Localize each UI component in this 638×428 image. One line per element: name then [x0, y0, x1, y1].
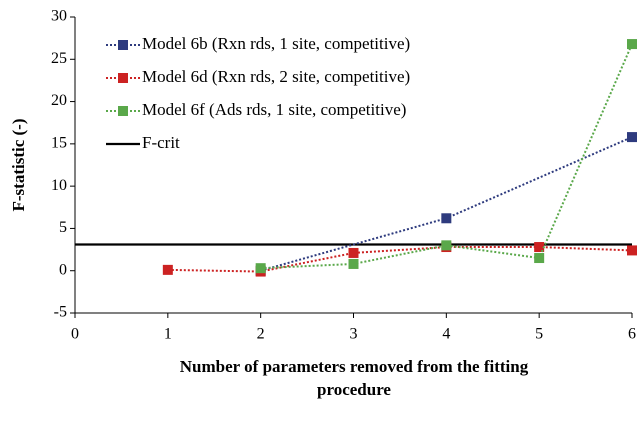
marker: [348, 247, 359, 258]
legend-marker: [118, 40, 128, 50]
x-tick-label: 2: [257, 326, 265, 343]
x-tick-label: 5: [535, 326, 543, 343]
marker: [162, 264, 173, 275]
series-line: [260, 43, 633, 270]
marker: [348, 258, 359, 269]
y-tick-label: 15: [51, 135, 67, 152]
marker: [441, 213, 452, 224]
x-tick-label: 1: [164, 326, 172, 343]
y-tick-label: 0: [59, 261, 67, 278]
x-tick-label: 6: [628, 326, 636, 343]
y-tick-label: 10: [51, 177, 67, 194]
x-tick-label: 3: [350, 326, 358, 343]
legend-marker: [118, 73, 128, 83]
x-tick-label: 0: [71, 326, 79, 343]
y-tick-label: -5: [54, 304, 67, 321]
marker: [627, 39, 637, 50]
legend-marker: [118, 106, 128, 116]
y-axis-label: F-statistic (-): [9, 119, 28, 212]
legend-label: F-crit: [142, 133, 180, 152]
x-tick-label: 4: [442, 326, 450, 343]
marker: [627, 245, 637, 256]
marker: [534, 253, 545, 264]
y-tick-label: 5: [59, 219, 67, 236]
series-line: [167, 246, 633, 273]
marker: [255, 263, 266, 274]
legend-label: Model 6b (Rxn rds, 1 site, competitive): [142, 34, 410, 53]
y-tick-label: 25: [51, 50, 67, 67]
y-tick-label: 30: [51, 8, 67, 25]
marker: [441, 240, 452, 251]
marker: [534, 242, 545, 253]
y-tick-label: 20: [51, 92, 67, 109]
legend-label: Model 6d (Rxn rds, 2 site, competitive): [142, 67, 410, 86]
x-axis-label: procedure: [317, 380, 391, 399]
legend-label: Model 6f (Ads rds, 1 site, competitive): [142, 100, 406, 119]
x-axis-label: Number of parameters removed from the fi…: [180, 357, 529, 376]
marker: [627, 132, 637, 143]
